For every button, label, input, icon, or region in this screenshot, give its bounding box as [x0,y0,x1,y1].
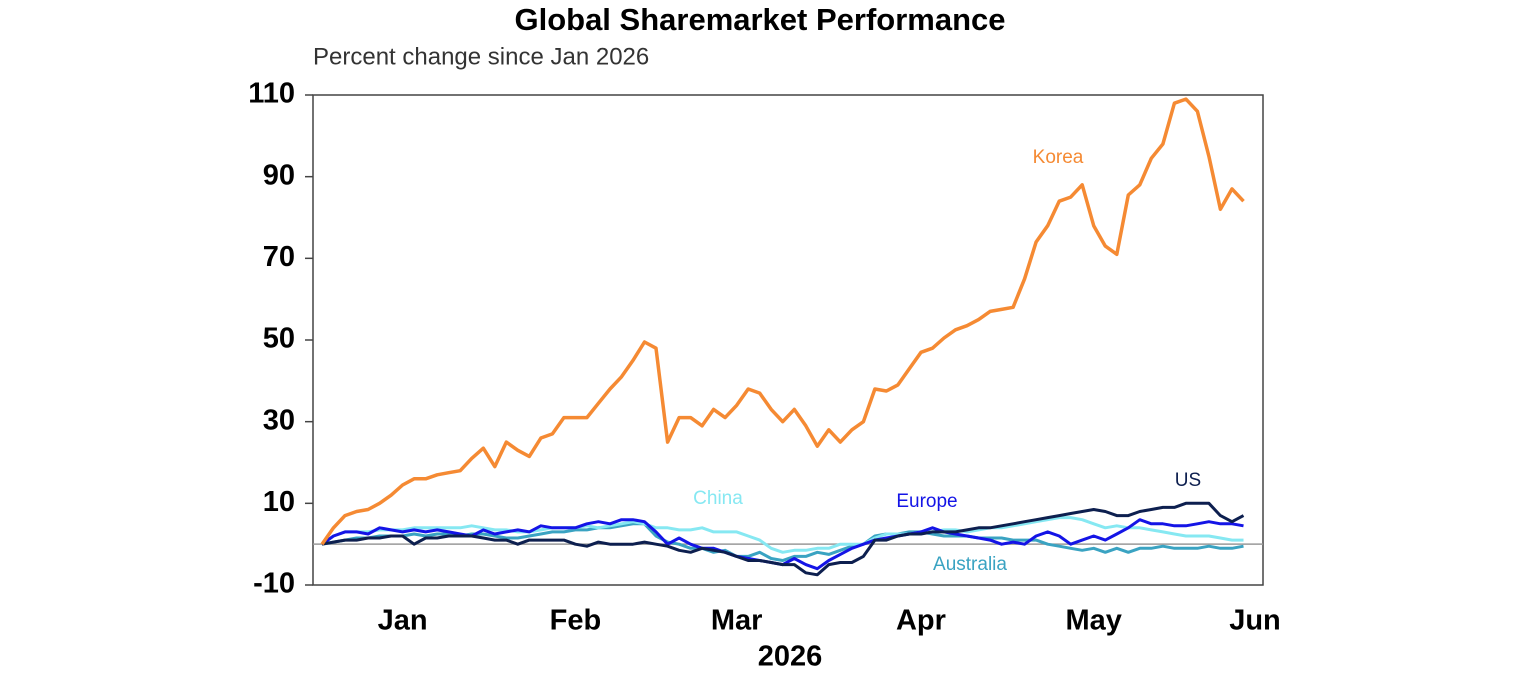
series-line [321,516,1244,554]
series-line [321,522,1244,562]
y-tick-label: 50 [263,323,295,355]
y-tick-label: 10 [263,486,295,518]
series-line [320,97,1245,546]
plot-frame [312,94,1264,586]
series-label: Australia [933,554,1007,575]
x-tick-label: Jun [1229,605,1281,637]
y-tick-label: 90 [263,159,295,191]
y-tick-label: 70 [263,241,295,273]
x-tick-label: Apr [896,605,946,637]
y-tick-label: 110 [248,78,295,110]
x-tick-label: Jan [378,605,428,637]
series-label: Europe [896,491,957,512]
chart-subtitle: Percent change since Jan 2026 [313,43,649,70]
series-line [321,501,1245,577]
x-tick-label: Mar [711,605,763,637]
y-tick-label: 30 [263,404,295,436]
series-label: China [693,488,743,509]
series-label: US [1175,470,1201,491]
x-tick-label: Feb [550,605,602,637]
x-tick-label: May [1066,605,1122,637]
x-axis-label: 2026 [758,641,823,673]
y-tick-label: -10 [253,568,295,600]
chart-title: Global Sharemarket Performance [514,2,1005,37]
series-label: Korea [1033,147,1084,168]
